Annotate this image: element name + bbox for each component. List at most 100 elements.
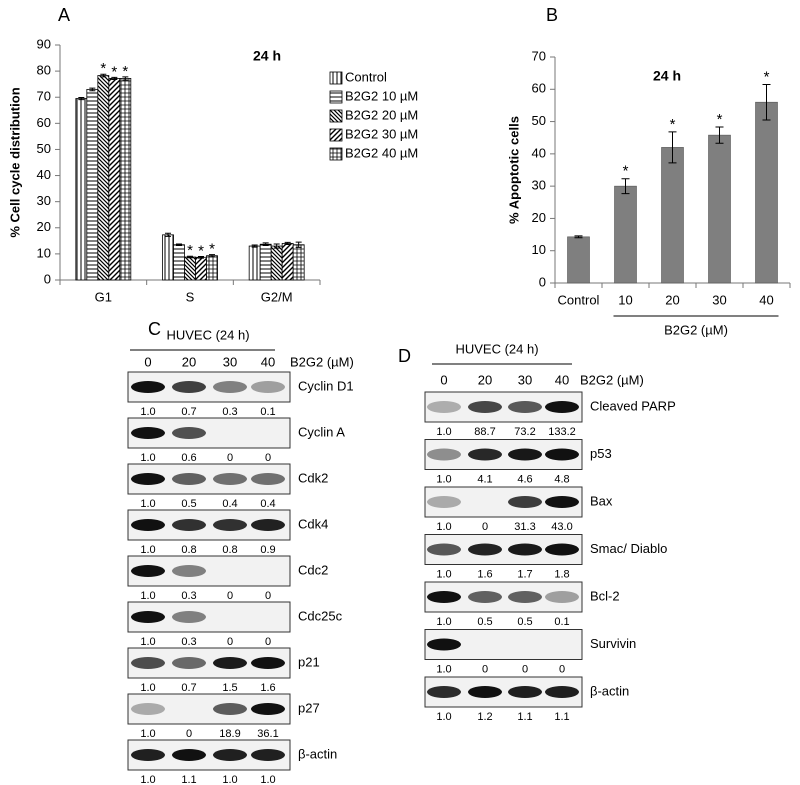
band (468, 686, 502, 698)
band (172, 611, 206, 623)
band (427, 591, 461, 603)
blot-header: HUVEC (24 h) (455, 341, 538, 356)
protein-name: Smac/ Diablo (590, 541, 667, 556)
band (468, 448, 502, 461)
band (213, 519, 247, 531)
error-bar-line (122, 76, 129, 81)
x-tick-label: 40 (759, 292, 773, 307)
quantification: 1.8 (554, 568, 569, 580)
bar (292, 244, 305, 281)
x-tick-label: G2/M (261, 289, 293, 304)
error-bar-line (78, 96, 85, 101)
band (131, 611, 165, 623)
band (251, 473, 285, 485)
protein-name: Cyclin D1 (298, 378, 354, 393)
legend-swatch (329, 90, 343, 104)
error-bar (621, 178, 630, 195)
band (427, 686, 461, 698)
y-tick-label: 0 (44, 271, 51, 286)
y-axis-label: % Apoptotic cells (506, 116, 521, 224)
error-bar (715, 126, 724, 144)
dose-label: 20 (478, 372, 492, 387)
quantification: 1.0 (436, 521, 451, 533)
band (172, 427, 206, 439)
error-bar-line (209, 254, 215, 258)
bar (75, 98, 88, 281)
band (213, 703, 247, 715)
quantification: 1.1 (181, 774, 196, 785)
protein-name: Cdk2 (298, 470, 328, 485)
quantification: 1.0 (436, 616, 451, 628)
protein-name: Cdc25c (298, 608, 343, 623)
error-bar (176, 243, 182, 247)
quantification: 1.5 (222, 682, 237, 694)
band (545, 448, 579, 461)
error-bar (574, 235, 583, 239)
legend-swatch (329, 109, 343, 123)
band (427, 496, 461, 508)
panel-label: D (398, 346, 411, 366)
band (131, 657, 165, 669)
error-bar-line (762, 83, 771, 121)
bar (206, 255, 218, 281)
band (213, 381, 247, 393)
y-tick-label: 10 (532, 242, 546, 257)
quantification: 1.0 (140, 406, 155, 418)
chart-title: 24 h (253, 48, 281, 64)
significance-label: * (670, 116, 676, 133)
legend-swatch (329, 147, 343, 161)
significance-label: * (209, 241, 215, 258)
quantification: 0 (265, 452, 271, 464)
panel-label: A (58, 5, 70, 25)
dose-label: 30 (223, 354, 237, 369)
protein-name: p21 (298, 654, 320, 669)
quantification: 1.2 (477, 711, 492, 723)
quantification: 88.7 (474, 426, 495, 438)
quantification: 1.6 (260, 682, 275, 694)
band (545, 496, 579, 508)
x-tick-label: 20 (665, 292, 679, 307)
band (172, 519, 206, 531)
band (545, 401, 579, 413)
x-tick-label: Control (558, 292, 600, 307)
quantification: 0.7 (181, 406, 196, 418)
quantification: 43.0 (551, 521, 572, 533)
band (213, 657, 247, 669)
y-tick-label: 30 (37, 193, 51, 208)
significance-label: * (764, 68, 770, 85)
band (508, 591, 542, 603)
error-bar (89, 87, 96, 92)
y-tick-label: 30 (532, 178, 546, 193)
quantification: 1.0 (436, 473, 451, 485)
error-bar-line (668, 131, 677, 164)
quantification: 1.0 (140, 590, 155, 602)
quantification: 0 (522, 663, 528, 675)
significance-label: * (187, 242, 193, 259)
error-bar (111, 76, 118, 80)
quantification: 0 (227, 636, 233, 648)
quantification: 0.1 (260, 406, 275, 418)
error-bar-line (262, 242, 269, 247)
band (545, 686, 579, 698)
bar (567, 236, 590, 284)
y-axis-label: % Cell cycle distribution (7, 87, 22, 237)
protein-name: Cleaved PARP (590, 398, 676, 413)
protein-name: Survivin (590, 636, 636, 651)
significance-label: * (122, 63, 128, 80)
quantification: 1.0 (222, 774, 237, 785)
y-tick-label: 80 (37, 63, 51, 78)
quantification: 1.0 (140, 682, 155, 694)
quantification: 0.3 (181, 636, 196, 648)
protein-name: β-actin (298, 746, 337, 761)
quantification: 0.4 (260, 498, 275, 510)
band (251, 519, 285, 531)
quantification: 31.3 (514, 521, 535, 533)
quantification: 0 (265, 636, 271, 648)
error-bar-line (111, 76, 118, 80)
bar (259, 243, 272, 281)
band (172, 473, 206, 485)
bar (281, 243, 294, 281)
quantification: 73.2 (514, 426, 535, 438)
band (468, 543, 502, 556)
y-tick-label: 0 (539, 274, 546, 289)
